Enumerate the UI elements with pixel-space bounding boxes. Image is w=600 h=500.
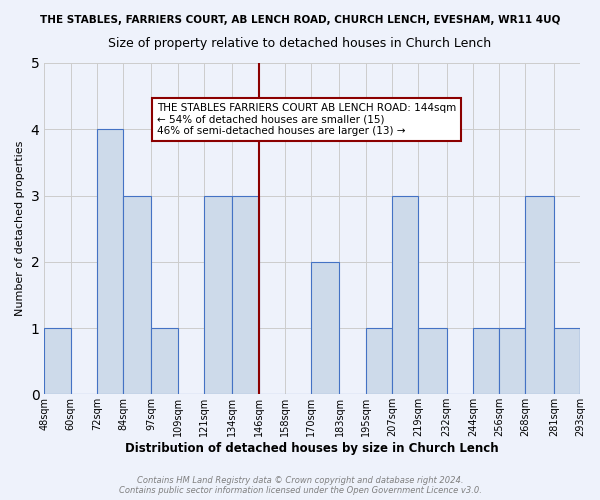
Bar xyxy=(97,130,123,394)
Bar xyxy=(366,328,392,394)
Bar xyxy=(554,328,580,394)
Y-axis label: Number of detached properties: Number of detached properties xyxy=(15,141,25,316)
X-axis label: Distribution of detached houses by size in Church Lench: Distribution of detached houses by size … xyxy=(125,442,499,455)
Text: Size of property relative to detached houses in Church Lench: Size of property relative to detached ho… xyxy=(109,38,491,51)
Bar xyxy=(311,262,340,394)
Bar xyxy=(418,328,446,394)
Bar xyxy=(473,328,499,394)
Bar xyxy=(232,196,259,394)
Text: THE STABLES FARRIERS COURT AB LENCH ROAD: 144sqm
← 54% of detached houses are sm: THE STABLES FARRIERS COURT AB LENCH ROAD… xyxy=(157,103,456,136)
Bar xyxy=(392,196,418,394)
Text: Contains HM Land Registry data © Crown copyright and database right 2024.
Contai: Contains HM Land Registry data © Crown c… xyxy=(119,476,481,495)
Bar xyxy=(151,328,178,394)
Text: THE STABLES, FARRIERS COURT, AB LENCH ROAD, CHURCH LENCH, EVESHAM, WR11 4UQ: THE STABLES, FARRIERS COURT, AB LENCH RO… xyxy=(40,15,560,25)
Bar xyxy=(580,328,600,394)
Bar xyxy=(499,328,526,394)
Bar xyxy=(123,196,151,394)
Bar xyxy=(204,196,232,394)
Bar xyxy=(526,196,554,394)
Bar xyxy=(44,328,71,394)
